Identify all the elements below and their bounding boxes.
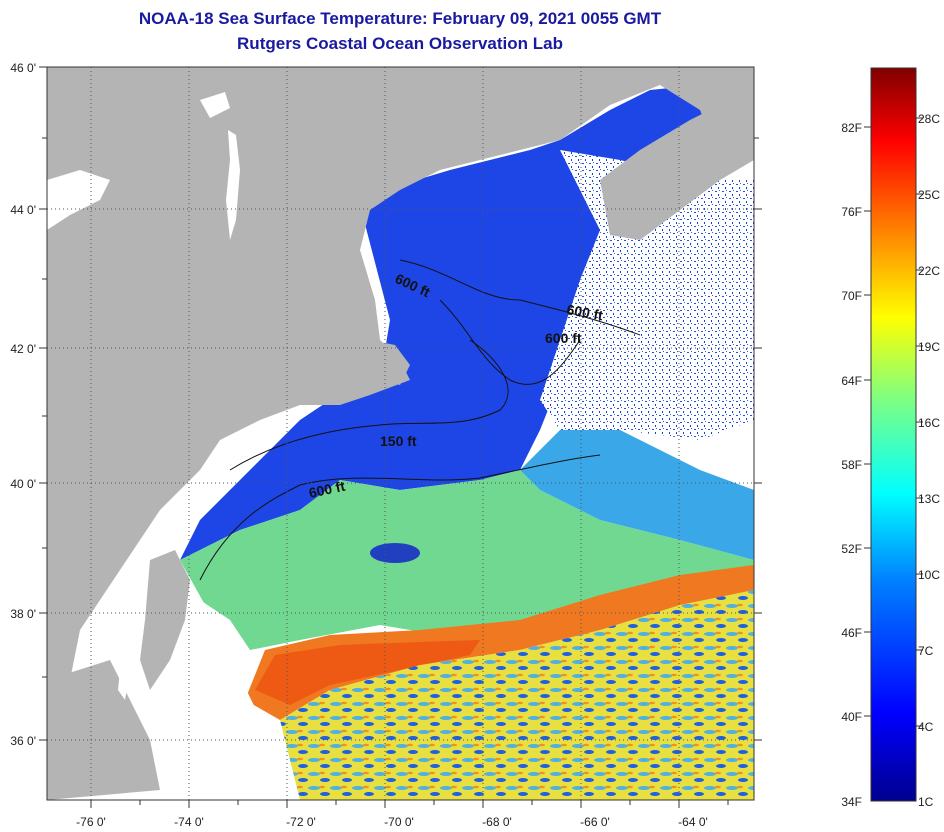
temperature-colorbar: 82F 76F 70F 64F 58F 52F 46F 40F 34F 28C … — [841, 67, 940, 809]
lon-label: -76 0' — [76, 815, 106, 829]
colorbar-label-f: 46F — [841, 626, 862, 640]
colorbar-label-c: 13C — [918, 492, 940, 506]
great-lake-ontario — [47, 170, 110, 230]
contour-150ft — [229, 339, 509, 471]
colorbar-gradient — [870, 67, 917, 802]
sst-map: 600 ft 600 ft 600 ft 150 ft 600 ft -76 0… — [10, 61, 762, 829]
lon-label: -64 0' — [678, 815, 708, 829]
colorbar-label-c: 4C — [918, 720, 934, 734]
colorbar-label-c: 25C — [918, 188, 940, 202]
chesapeake-bay — [118, 590, 138, 700]
contour-label-600-east: 600 ft — [545, 330, 582, 346]
land-carolina — [47, 660, 160, 800]
colorbar-label-f: 64F — [841, 374, 862, 388]
colorbar-label-f: 34F — [841, 795, 862, 809]
contour-label-150: 150 ft — [380, 433, 417, 449]
lon-label: -72 0' — [286, 815, 316, 829]
land-cape-cod — [370, 340, 410, 385]
colorbar-label-f: 76F — [841, 205, 862, 219]
colorbar-label-f: 82F — [841, 121, 862, 135]
bathymetry-contours — [199, 259, 641, 581]
map-subtitle: Rutgers Coastal Ocean Observation Lab — [237, 34, 563, 53]
colorbar-label-c: 7C — [918, 644, 934, 658]
celsius-labels: 28C 25C 22C 19C 16C 13C 10C 7C 4C 1C — [918, 112, 940, 809]
colorbar-label-c: 10C — [918, 568, 940, 582]
colorbar-label-c: 22C — [918, 264, 940, 278]
lon-label: -66 0' — [580, 815, 610, 829]
contour-600ft-gulf-of-maine — [399, 259, 641, 336]
lon-label: -74 0' — [174, 815, 204, 829]
contour-georges-bank — [439, 299, 581, 385]
axis-ticks — [39, 66, 762, 808]
lon-label: -68 0' — [482, 815, 512, 829]
land-delmarva — [140, 550, 190, 690]
sst-cold-eddy — [370, 543, 420, 563]
inland-lake — [200, 92, 230, 118]
colorbar-label-f: 40F — [841, 710, 862, 724]
colorbar-label-f: 70F — [841, 289, 862, 303]
land-mainland — [47, 67, 754, 760]
lat-label: 46 0' — [10, 61, 36, 75]
map-title: NOAA-18 Sea Surface Temperature: Februar… — [138, 9, 662, 28]
colorbar-label-f: 52F — [841, 542, 862, 556]
sst-speckle-clouds — [540, 150, 754, 440]
lake-champlain — [226, 130, 240, 240]
contour-label-600-northeast: 600 ft — [565, 301, 604, 323]
lon-label: -70 0' — [384, 815, 414, 829]
lat-label: 36 0' — [10, 734, 36, 748]
colorbar-label-c: 16C — [918, 416, 940, 430]
lat-label: 40 0' — [10, 477, 36, 491]
sst-southern-eddies — [280, 590, 754, 800]
sst-gulf-stream — [245, 565, 754, 720]
colorbar-label-f: 58F — [841, 458, 862, 472]
celsius-ticks — [916, 117, 923, 727]
fahrenheit-labels: 82F 76F 70F 64F 58F 52F 46F 40F 34F — [841, 121, 862, 809]
map-border — [46, 66, 755, 801]
lat-label: 44 0' — [10, 203, 36, 217]
colorbar-label-c: 19C — [918, 340, 940, 354]
lat-label: 38 0' — [10, 607, 36, 621]
land-nova-scotia — [600, 90, 754, 240]
longitude-labels: -76 0' -74 0' -72 0' -70 0' -68 0' -66 0… — [76, 815, 708, 829]
colorbar-label-c: 28C — [918, 112, 940, 126]
lat-label: 42 0' — [10, 342, 36, 356]
colorbar-label-c: 1C — [918, 795, 934, 809]
fahrenheit-ticks — [864, 126, 871, 717]
contour-600ft-shelf-break — [199, 454, 601, 581]
latitude-labels: 46 0' 44 0' 42 0' 40 0' 38 0' 36 0' — [10, 61, 36, 748]
sst-warm-core — [255, 640, 480, 705]
sst-cool-band — [520, 430, 754, 560]
contour-label-600-shelf: 600 ft — [307, 478, 346, 501]
